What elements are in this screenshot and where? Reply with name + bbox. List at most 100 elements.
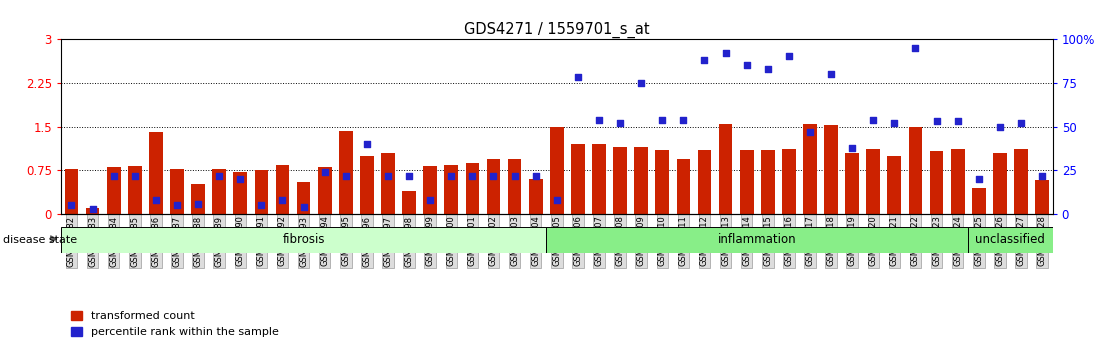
Bar (423, 166, 437, 214)
Point (885, 120, 903, 126)
Bar (1014, 149, 1028, 214)
Bar (318, 167, 331, 214)
Bar (698, 150, 711, 214)
Point (633, 80, 650, 86)
Point (253, 202, 270, 208)
Bar (930, 151, 943, 214)
Point (526, 173, 544, 178)
Title: GDS4271 / 1559701_s_at: GDS4271 / 1559701_s_at (464, 21, 649, 38)
Bar (803, 124, 817, 214)
Bar (85, 208, 100, 214)
Bar (127, 166, 142, 214)
Bar (909, 127, 922, 214)
Point (612, 120, 629, 126)
Point (738, 62, 756, 68)
Point (780, 53, 798, 59)
Bar (656, 150, 669, 214)
Bar (234, 172, 247, 214)
Point (991, 124, 1008, 130)
Bar (951, 149, 964, 214)
Text: disease state: disease state (3, 235, 78, 245)
Bar (634, 147, 648, 214)
Point (63, 202, 81, 208)
FancyBboxPatch shape (546, 227, 968, 253)
Text: inflammation: inflammation (718, 233, 797, 246)
Point (801, 129, 819, 135)
Point (274, 197, 291, 203)
Point (147, 197, 165, 203)
FancyBboxPatch shape (968, 227, 1053, 253)
Point (400, 173, 418, 178)
Point (505, 173, 523, 178)
Bar (465, 163, 480, 214)
Point (717, 50, 735, 56)
Bar (888, 156, 901, 214)
Point (84, 206, 102, 212)
Point (105, 173, 123, 178)
Point (463, 173, 481, 178)
Point (442, 173, 460, 178)
Point (168, 202, 186, 208)
Bar (339, 131, 352, 214)
Point (379, 173, 397, 178)
Point (927, 119, 945, 124)
Point (126, 173, 144, 178)
Bar (845, 153, 859, 214)
Text: unclassified: unclassified (975, 233, 1045, 246)
Point (948, 119, 966, 124)
Point (358, 141, 376, 147)
Bar (507, 159, 522, 214)
Text: fibrosis: fibrosis (283, 233, 325, 246)
FancyBboxPatch shape (61, 227, 546, 253)
Bar (972, 188, 986, 214)
Bar (1035, 180, 1049, 214)
Bar (571, 144, 585, 214)
Bar (486, 159, 501, 214)
Bar (677, 159, 690, 214)
Bar (192, 184, 205, 214)
Point (1012, 120, 1029, 126)
Point (547, 197, 565, 203)
Point (421, 197, 439, 203)
Bar (64, 169, 79, 214)
Bar (613, 147, 627, 214)
Point (316, 169, 334, 175)
Bar (381, 153, 394, 214)
Bar (297, 182, 310, 214)
Bar (213, 169, 226, 214)
Point (696, 57, 714, 63)
Legend: transformed count, percentile rank within the sample: transformed count, percentile rank withi… (66, 307, 284, 342)
Point (232, 176, 249, 182)
Point (570, 75, 587, 80)
Point (759, 66, 777, 72)
Point (211, 173, 228, 178)
Point (484, 173, 502, 178)
Bar (761, 150, 774, 214)
Point (970, 176, 987, 182)
Bar (866, 149, 880, 214)
Bar (719, 124, 732, 214)
Point (295, 204, 312, 210)
Bar (106, 167, 121, 214)
Bar (276, 165, 289, 214)
Bar (255, 170, 268, 214)
Bar (402, 191, 416, 214)
Point (654, 117, 671, 122)
Point (337, 173, 355, 178)
Bar (529, 179, 543, 214)
Bar (550, 127, 564, 214)
Point (675, 117, 692, 122)
Bar (740, 150, 753, 214)
Point (1033, 173, 1050, 178)
Point (906, 45, 924, 51)
Bar (592, 144, 606, 214)
Point (189, 201, 207, 206)
Bar (444, 165, 458, 214)
Point (822, 71, 840, 77)
Point (843, 145, 861, 150)
Point (864, 117, 882, 122)
Bar (360, 156, 373, 214)
Bar (824, 125, 838, 214)
Bar (782, 149, 796, 214)
Bar (171, 169, 184, 214)
